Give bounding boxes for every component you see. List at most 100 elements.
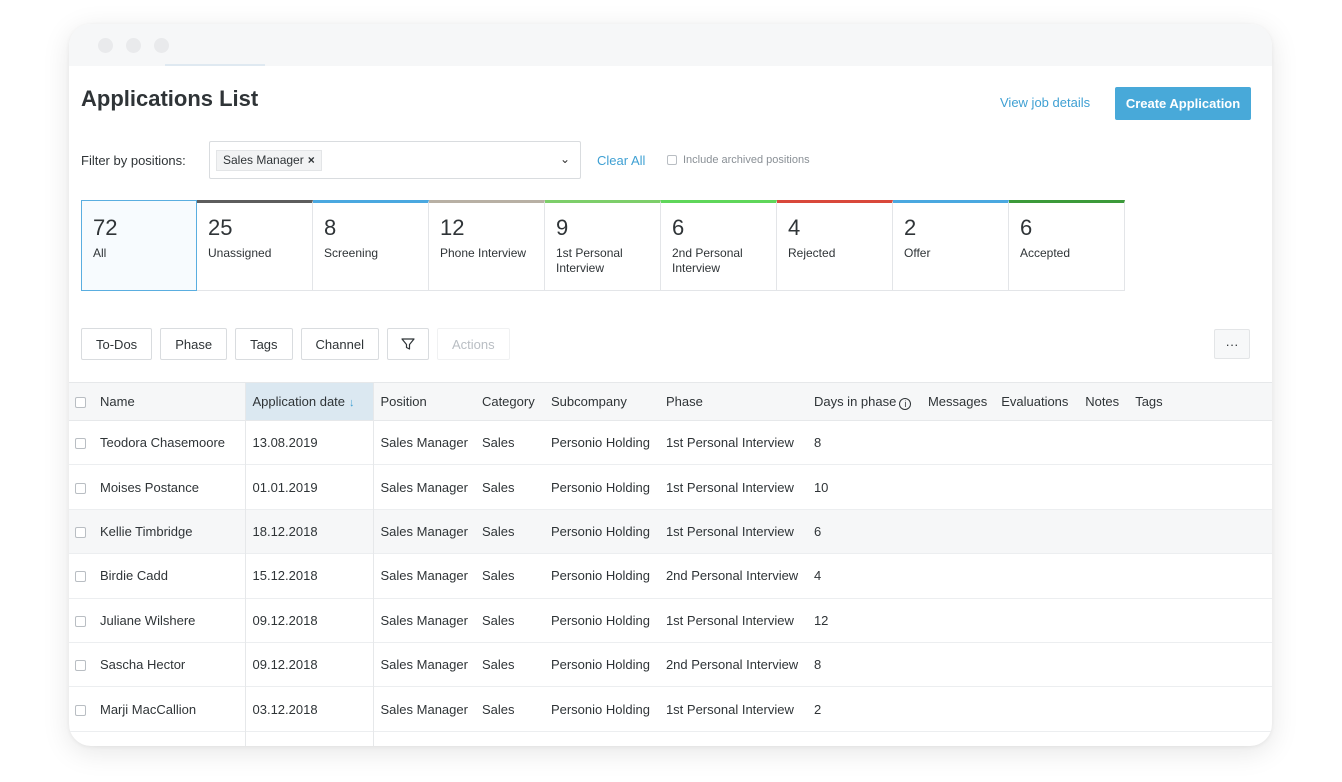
phase-tab-rejected[interactable]: 4 Rejected <box>777 200 893 291</box>
phase-tab-unassigned[interactable]: 25 Unassigned <box>197 200 313 291</box>
table-row[interactable]: Teodora Chasemoore 13.08.2019 Sales Mana… <box>69 420 1272 465</box>
include-archived-checkbox[interactable]: Include archived positions <box>667 154 810 166</box>
phase-count: 12 <box>440 215 465 240</box>
chevron-down-icon[interactable]: ⌄ <box>559 152 570 166</box>
info-icon[interactable]: i <box>899 397 912 410</box>
phase-label: Rejected <box>788 246 836 260</box>
todos-button[interactable]: To-Dos <box>81 328 153 360</box>
phase-label: Unassigned <box>208 246 272 260</box>
tags-button[interactable]: Tags <box>235 328 293 360</box>
more-options-button[interactable]: ··· <box>1214 329 1250 359</box>
table-row[interactable]: Kellie Timbridge 18.12.2018 Sales Manage… <box>69 509 1272 554</box>
chip-remove-icon[interactable]: × <box>307 153 315 167</box>
row-checkbox[interactable] <box>75 571 86 583</box>
view-job-details-link[interactable]: View job details <box>1000 95 1091 110</box>
chip-label: Sales Manager <box>223 153 304 167</box>
phase-count: 2 <box>904 215 917 240</box>
cell-name[interactable]: Sascha Hector <box>100 657 186 673</box>
column-header-evaluations[interactable]: Evaluations <box>1001 394 1069 409</box>
actions-button[interactable]: Actions <box>436 328 510 360</box>
table-row <box>69 731 1272 746</box>
phase-tab-screening[interactable]: 8 Screening <box>313 200 429 291</box>
cell-name[interactable]: Marji MacCallion <box>100 701 197 717</box>
phase-tab-1st-personal-interview[interactable]: 9 1st Personal Interview <box>545 200 661 291</box>
page-title: Applications List <box>81 86 259 111</box>
active-tab-indicator <box>165 64 265 66</box>
column-header-label: Days in phase <box>813 393 897 409</box>
row-checkbox[interactable] <box>75 527 86 539</box>
cell-name[interactable]: Moises Postance <box>100 479 199 495</box>
phase-tab-all[interactable]: 72 All <box>81 200 197 291</box>
column-header-position[interactable]: Position <box>380 394 427 409</box>
cell-subcompany: Personio Holding <box>550 479 650 495</box>
window-close-dot[interactable] <box>98 38 113 53</box>
selected-position-chip: Sales Manager × <box>216 150 322 171</box>
cell-position: Sales Manager <box>380 612 468 628</box>
checkbox-box[interactable] <box>667 155 677 165</box>
column-header-notes[interactable]: Notes <box>1085 394 1120 409</box>
phase-tab-offer[interactable]: 2 Offer <box>893 200 1009 291</box>
phase-tab-accepted[interactable]: 6 Accepted <box>1009 200 1125 291</box>
cell-subcompany: Personio Holding <box>550 657 650 673</box>
column-header-application-date[interactable]: Application date ↓ <box>244 382 374 421</box>
cell-phase: 1st Personal Interview <box>665 435 794 451</box>
cell-application-date: 18.12.2018 <box>244 509 374 554</box>
phase-tab-phone-interview[interactable]: 12 Phone Interview <box>429 200 545 291</box>
select-all-checkbox[interactable] <box>75 397 86 409</box>
window-maximize-dot[interactable] <box>154 38 169 53</box>
window-minimize-dot[interactable] <box>126 38 141 53</box>
cell-category: Sales <box>481 612 515 628</box>
table-row[interactable]: Moises Postance 01.01.2019 Sales Manager… <box>69 464 1272 510</box>
cell-subcompany: Personio Holding <box>550 435 650 451</box>
filter-button[interactable] <box>386 328 429 360</box>
row-checkbox[interactable] <box>75 438 86 450</box>
positions-select[interactable]: Sales Manager × ⌄ <box>209 141 581 179</box>
cell-phase: 2nd Personal Interview <box>665 568 799 584</box>
phase-button[interactable]: Phase <box>160 328 228 360</box>
phase-count: 4 <box>788 215 801 240</box>
phase-label: 1st Personal Interview <box>556 246 623 275</box>
cell-phase: 1st Personal Interview <box>665 523 794 539</box>
row-checkbox[interactable] <box>75 482 86 494</box>
phase-tab-2nd-personal-interview[interactable]: 6 2nd Personal Interview <box>661 200 777 291</box>
column-header-messages[interactable]: Messages <box>927 394 988 409</box>
cell-days-in-phase: 2 <box>813 701 822 717</box>
cell-application-date: 01.01.2019 <box>244 464 374 510</box>
row-checkbox[interactable] <box>75 660 86 672</box>
table-row[interactable]: Sascha Hector 09.12.2018 Sales Manager S… <box>69 642 1272 687</box>
cell-position: Sales Manager <box>380 568 468 584</box>
column-header-phase[interactable]: Phase <box>665 394 703 409</box>
app-window: Applications List View job details Creat… <box>69 24 1272 746</box>
row-checkbox[interactable] <box>75 615 86 627</box>
cell-position: Sales Manager <box>380 435 468 451</box>
cell-name[interactable]: Teodora Chasemoore <box>100 435 226 451</box>
phase-label: Phone Interview <box>440 246 527 260</box>
column-header-category[interactable]: Category <box>481 394 535 409</box>
cell-days-in-phase: 12 <box>813 612 829 628</box>
column-header-days-in-phase[interactable]: Days in phase i <box>807 383 921 421</box>
cell-name[interactable]: Birdie Cadd <box>100 568 168 584</box>
cell-name[interactable]: Kellie Timbridge <box>100 523 193 539</box>
cell-position: Sales Manager <box>380 523 468 539</box>
column-header-name[interactable]: Name <box>100 394 135 409</box>
cell-phase: 2nd Personal Interview <box>665 657 799 673</box>
channel-button[interactable]: Channel <box>300 328 379 360</box>
cell-days-in-phase: 8 <box>813 435 822 451</box>
phase-count: 25 <box>208 215 233 240</box>
phase-label: Accepted <box>1020 246 1071 260</box>
list-toolbar: To-Dos Phase Tags Channel Actions <box>81 328 510 360</box>
cell-name[interactable]: Juliane Wilshere <box>100 612 196 628</box>
column-header-subcompany[interactable]: Subcompany <box>550 394 627 409</box>
cell-days-in-phase: 6 <box>813 523 822 539</box>
row-checkbox[interactable] <box>75 704 86 716</box>
cell-phase: 1st Personal Interview <box>665 479 794 495</box>
column-header-tags[interactable]: Tags <box>1135 394 1163 409</box>
table-row[interactable]: Juliane Wilshere 09.12.2018 Sales Manage… <box>69 598 1272 643</box>
table-row[interactable]: Birdie Cadd 15.12.2018 Sales Manager Sal… <box>69 553 1272 599</box>
clear-all-link[interactable]: Clear All <box>597 153 646 168</box>
table-row[interactable]: Marji MacCallion 03.12.2018 Sales Manage… <box>69 686 1272 732</box>
create-application-button[interactable]: Create Application <box>1115 87 1251 120</box>
applications-table: Name Application date ↓ Position Category… <box>69 382 1272 746</box>
filter-label: Filter by positions: <box>81 153 186 168</box>
cell-subcompany: Personio Holding <box>550 612 650 628</box>
